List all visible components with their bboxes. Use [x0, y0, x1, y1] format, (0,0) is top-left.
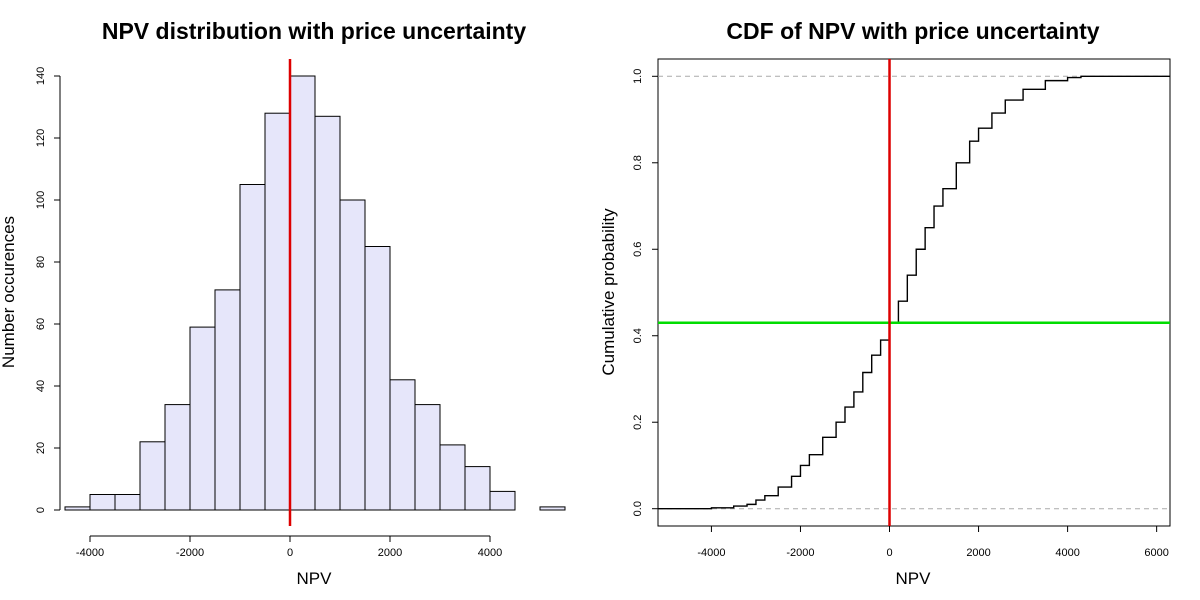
histogram-x-tick-label: 0	[287, 547, 293, 559]
histogram-bar	[339, 199, 366, 511]
cdf-x-axis-label: NPV	[896, 569, 932, 588]
histogram-y-axis-label: Number occurences	[0, 216, 18, 368]
histogram-title: NPV distribution with price uncertainty	[102, 18, 526, 44]
cdf-chart: CDF of NPV with price uncertainty NPV Cu…	[599, 18, 1171, 588]
histogram-x-tick-label: 4000	[478, 547, 502, 559]
cdf-reference-lines	[658, 75, 1170, 510]
histogram-y-tick-label: 80	[35, 256, 47, 268]
histogram-bar	[239, 184, 266, 511]
cdf-y-tick-label: 0.4	[632, 328, 644, 343]
histogram-bar	[414, 404, 441, 511]
cdf-y-tick-label: 1.0	[632, 69, 644, 84]
histogram-x-tick-label: -4000	[76, 547, 104, 559]
cdf-plot-frame	[657, 58, 1171, 527]
cdf-y-tick-label: 0.0	[632, 501, 644, 516]
histogram-bar	[189, 326, 216, 511]
histogram-bar	[289, 75, 316, 511]
histogram-y-tick-label: 40	[35, 380, 47, 392]
histogram-bar	[164, 404, 191, 511]
histogram-bar	[364, 246, 391, 511]
cdf-y-axis: 0.0 0.2 0.4 0.6 0.8 1.0	[632, 69, 658, 516]
cdf-y-axis-label: Cumulative probability	[599, 208, 618, 376]
histogram-bar	[114, 494, 141, 511]
histogram-y-tick-label: 60	[35, 318, 47, 330]
cdf-curve	[658, 75, 1170, 510]
histogram-bar	[389, 379, 416, 511]
cdf-x-tick-label: -4000	[697, 547, 725, 559]
histogram-bar	[439, 444, 466, 511]
histogram-bars	[64, 75, 566, 511]
histogram-y-tick-label: 0	[35, 507, 47, 513]
cdf-overlay	[658, 59, 1170, 526]
cdf-y-tick-label: 0.6	[632, 242, 644, 257]
cdf-x-tick-label: -2000	[786, 547, 814, 559]
histogram-bar	[464, 466, 491, 511]
histogram-x-tick-label: 2000	[378, 547, 402, 559]
histogram-y-tick-label: 100	[35, 191, 47, 209]
cdf-x-tick-label: 2000	[966, 547, 990, 559]
histogram-x-tick-label: -2000	[176, 547, 204, 559]
histogram-bar	[264, 112, 291, 511]
histogram-y-tick-label: 120	[35, 129, 47, 147]
cdf-x-tick-label: 0	[886, 547, 892, 559]
histogram-bar	[139, 441, 166, 511]
histogram-x-axis-label: NPV	[297, 569, 333, 588]
histogram-bar	[64, 506, 91, 511]
histogram-bar	[214, 289, 241, 511]
histogram-bar	[539, 506, 566, 511]
cdf-y-tick-label: 0.2	[632, 415, 644, 430]
cdf-y-tick-label: 0.8	[632, 155, 644, 170]
histogram-x-axis: -4000 -2000 0 2000 4000	[76, 535, 502, 559]
histogram-chart: NPV distribution with price uncertainty …	[0, 18, 566, 588]
histogram-y-tick-label: 140	[35, 67, 47, 85]
histogram-y-tick-label: 20	[35, 442, 47, 454]
cdf-x-tick-label: 6000	[1144, 547, 1168, 559]
histogram-y-axis: 0 20 40 60 80 100 120 140	[35, 67, 61, 513]
cdf-curve-group	[658, 75, 1170, 510]
histogram-bar	[314, 115, 341, 511]
cdf-x-axis: -4000 -2000 0 2000 4000 6000	[697, 526, 1169, 559]
histogram-bar	[489, 490, 516, 511]
cdf-title: CDF of NPV with price uncertainty	[726, 18, 1099, 44]
histogram-bar	[89, 494, 116, 511]
cdf-x-tick-label: 4000	[1055, 547, 1079, 559]
